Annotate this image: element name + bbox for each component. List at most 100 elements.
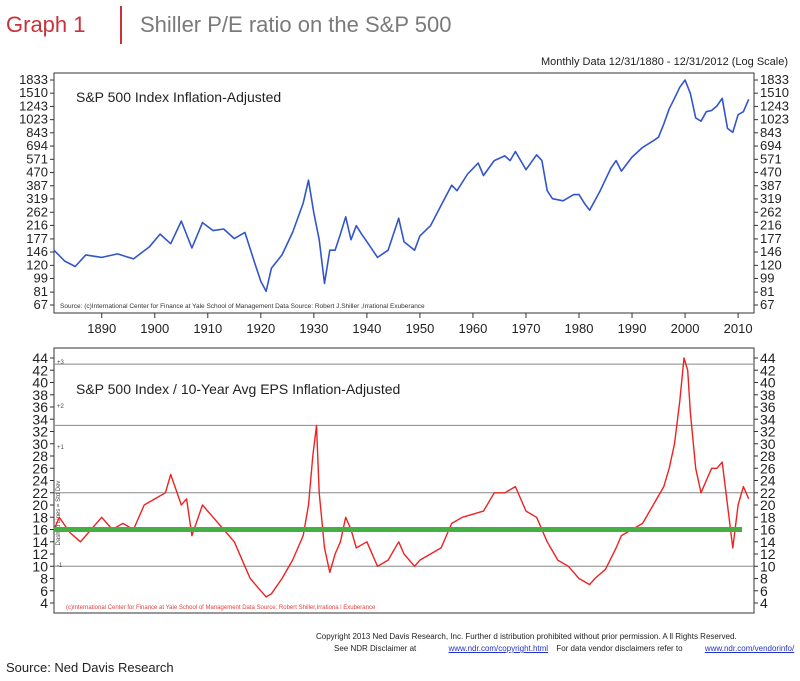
bottom-y-tick-right: 34	[760, 411, 776, 427]
std-dev-axis-label: Dashed Lines = Std Dev	[56, 481, 62, 546]
bottom-y-tick-left: 40	[32, 375, 48, 391]
bottom-y-tick-right: 6	[760, 583, 768, 599]
bottom-y-tick-right: 28	[760, 448, 776, 464]
top-y-tick-left: 694	[26, 138, 48, 153]
bottom-y-tick-right: 36	[760, 399, 776, 415]
top-y-tick-right: 1023	[760, 112, 789, 127]
bottom-y-tick-left: 44	[32, 350, 48, 366]
bottom-y-tick-right: 4	[760, 595, 768, 611]
bottom-y-tick-right: 26	[760, 460, 776, 476]
x-tick-label: 2010	[724, 321, 753, 336]
chart-title: Shiller P/E ratio on the S&P 500	[140, 12, 452, 37]
bottom-y-tick-right: 38	[760, 387, 776, 403]
top-y-tick-right: 470	[760, 165, 782, 180]
bottom-y-tick-left: 22	[32, 485, 48, 501]
bottom-source-note: (c)International Center for Finance at Y…	[66, 605, 376, 611]
bottom-y-tick-left: 42	[32, 362, 48, 378]
x-tick-label: 1930	[299, 321, 328, 336]
bottom-y-tick-left: 18	[32, 509, 48, 525]
bottom-y-tick-left: 6	[40, 583, 48, 599]
top-y-tick-left: 120	[26, 257, 48, 272]
bottom-y-tick-left: 38	[32, 387, 48, 403]
x-tick-label: 2000	[671, 321, 700, 336]
bottom-y-tick-right: 32	[760, 424, 776, 440]
top-y-tick-left: 67	[34, 297, 48, 312]
top-y-tick-left: 1510	[19, 85, 48, 100]
x-tick-label: 1990	[618, 321, 647, 336]
top-source-note: Source: (c)International Center for Fina…	[60, 303, 425, 310]
top-y-tick-right: 387	[760, 178, 782, 193]
x-tick-label: 1940	[352, 321, 381, 336]
top-y-tick-left: 1243	[19, 98, 48, 113]
bottom-y-tick-left: 36	[32, 399, 48, 415]
top-y-tick-right: 216	[760, 217, 782, 232]
top-y-tick-right: 1833	[760, 72, 789, 87]
top-y-tick-right: 99	[760, 270, 774, 285]
top-y-tick-left: 1023	[19, 112, 48, 127]
bottom-y-tick-left: 20	[32, 497, 48, 513]
top-y-tick-left: 81	[34, 284, 48, 299]
vendor-link[interactable]: www.ndr.com/vendorinfo/	[704, 644, 795, 653]
top-y-tick-right: 146	[760, 244, 782, 259]
disclaimer-prefix: See NDR Disclaimer at	[334, 644, 417, 653]
top-y-tick-right: 1243	[760, 98, 789, 113]
header-separator	[120, 6, 122, 44]
bottom-y-tick-right: 44	[760, 350, 776, 366]
top-y-tick-right: 843	[760, 125, 782, 140]
x-tick-label: 1910	[193, 321, 222, 336]
chart-subtitle: Monthly Data 12/31/1880 - 12/31/2012 (Lo…	[540, 56, 788, 68]
bottom-panel-title: S&P 500 Index / 10-Year Avg EPS Inflatio…	[76, 381, 400, 397]
bottom-y-tick-left: 24	[32, 473, 48, 489]
x-tick-label: 1920	[246, 321, 275, 336]
top-panel-frame	[53, 72, 755, 314]
bottom-y-tick-left: 30	[32, 436, 48, 452]
copyright-text: Copyright 2013 Ned Davis Research, Inc. …	[316, 632, 737, 641]
copyright-link[interactable]: www.ndr.com/copyright.html	[448, 644, 549, 653]
bottom-y-tick-right: 22	[760, 485, 776, 501]
top-y-tick-left: 262	[26, 204, 48, 219]
top-y-tick-left: 177	[26, 231, 48, 246]
x-tick-label: 1950	[405, 321, 434, 336]
top-y-tick-left: 387	[26, 178, 48, 193]
bottom-y-tick-right: 12	[760, 546, 776, 562]
bottom-y-tick-right: 24	[760, 473, 776, 489]
bottom-y-tick-left: 10	[32, 558, 48, 574]
top-y-tick-right: 1510	[760, 85, 789, 100]
top-y-tick-left: 571	[26, 151, 48, 166]
top-panel-title: S&P 500 Index Inflation-Adjusted	[76, 89, 281, 105]
top-y-tick-right: 571	[760, 151, 782, 166]
std-dev-label: +3	[57, 360, 65, 366]
x-tick-label: 1970	[512, 321, 541, 336]
bottom-y-tick-right: 20	[760, 497, 776, 513]
shiller-pe-line	[53, 357, 750, 598]
bottom-y-tick-right: 16	[760, 522, 776, 538]
bottom-y-tick-left: 14	[32, 534, 48, 550]
bottom-y-tick-left: 8	[40, 571, 48, 587]
vendor-text: For data vendor disclaimers refer to	[556, 644, 683, 653]
top-y-tick-right: 67	[760, 297, 774, 312]
bottom-y-tick-right: 18	[760, 509, 776, 525]
bottom-y-tick-left: 4	[40, 595, 48, 611]
bottom-y-tick-right: 42	[760, 362, 776, 378]
x-tick-label: 1890	[87, 321, 116, 336]
bottom-y-tick-left: 26	[32, 460, 48, 476]
top-y-tick-left: 216	[26, 217, 48, 232]
top-y-tick-left: 1833	[19, 72, 48, 87]
top-y-tick-right: 81	[760, 284, 774, 299]
bottom-y-tick-left: 32	[32, 424, 48, 440]
bottom-y-tick-left: 12	[32, 546, 48, 562]
top-y-tick-left: 99	[34, 270, 48, 285]
top-y-tick-left: 319	[26, 191, 48, 206]
bottom-y-tick-right: 8	[760, 571, 768, 587]
top-y-tick-right: 694	[760, 138, 782, 153]
bottom-y-tick-right: 30	[760, 436, 776, 452]
top-y-tick-left: 843	[26, 125, 48, 140]
top-y-tick-right: 319	[760, 191, 782, 206]
top-y-tick-left: 470	[26, 165, 48, 180]
x-tick-label: 1900	[140, 321, 169, 336]
bottom-y-tick-left: 34	[32, 411, 48, 427]
std-dev-label: +2	[57, 404, 65, 410]
bottom-y-tick-right: 14	[760, 534, 776, 550]
